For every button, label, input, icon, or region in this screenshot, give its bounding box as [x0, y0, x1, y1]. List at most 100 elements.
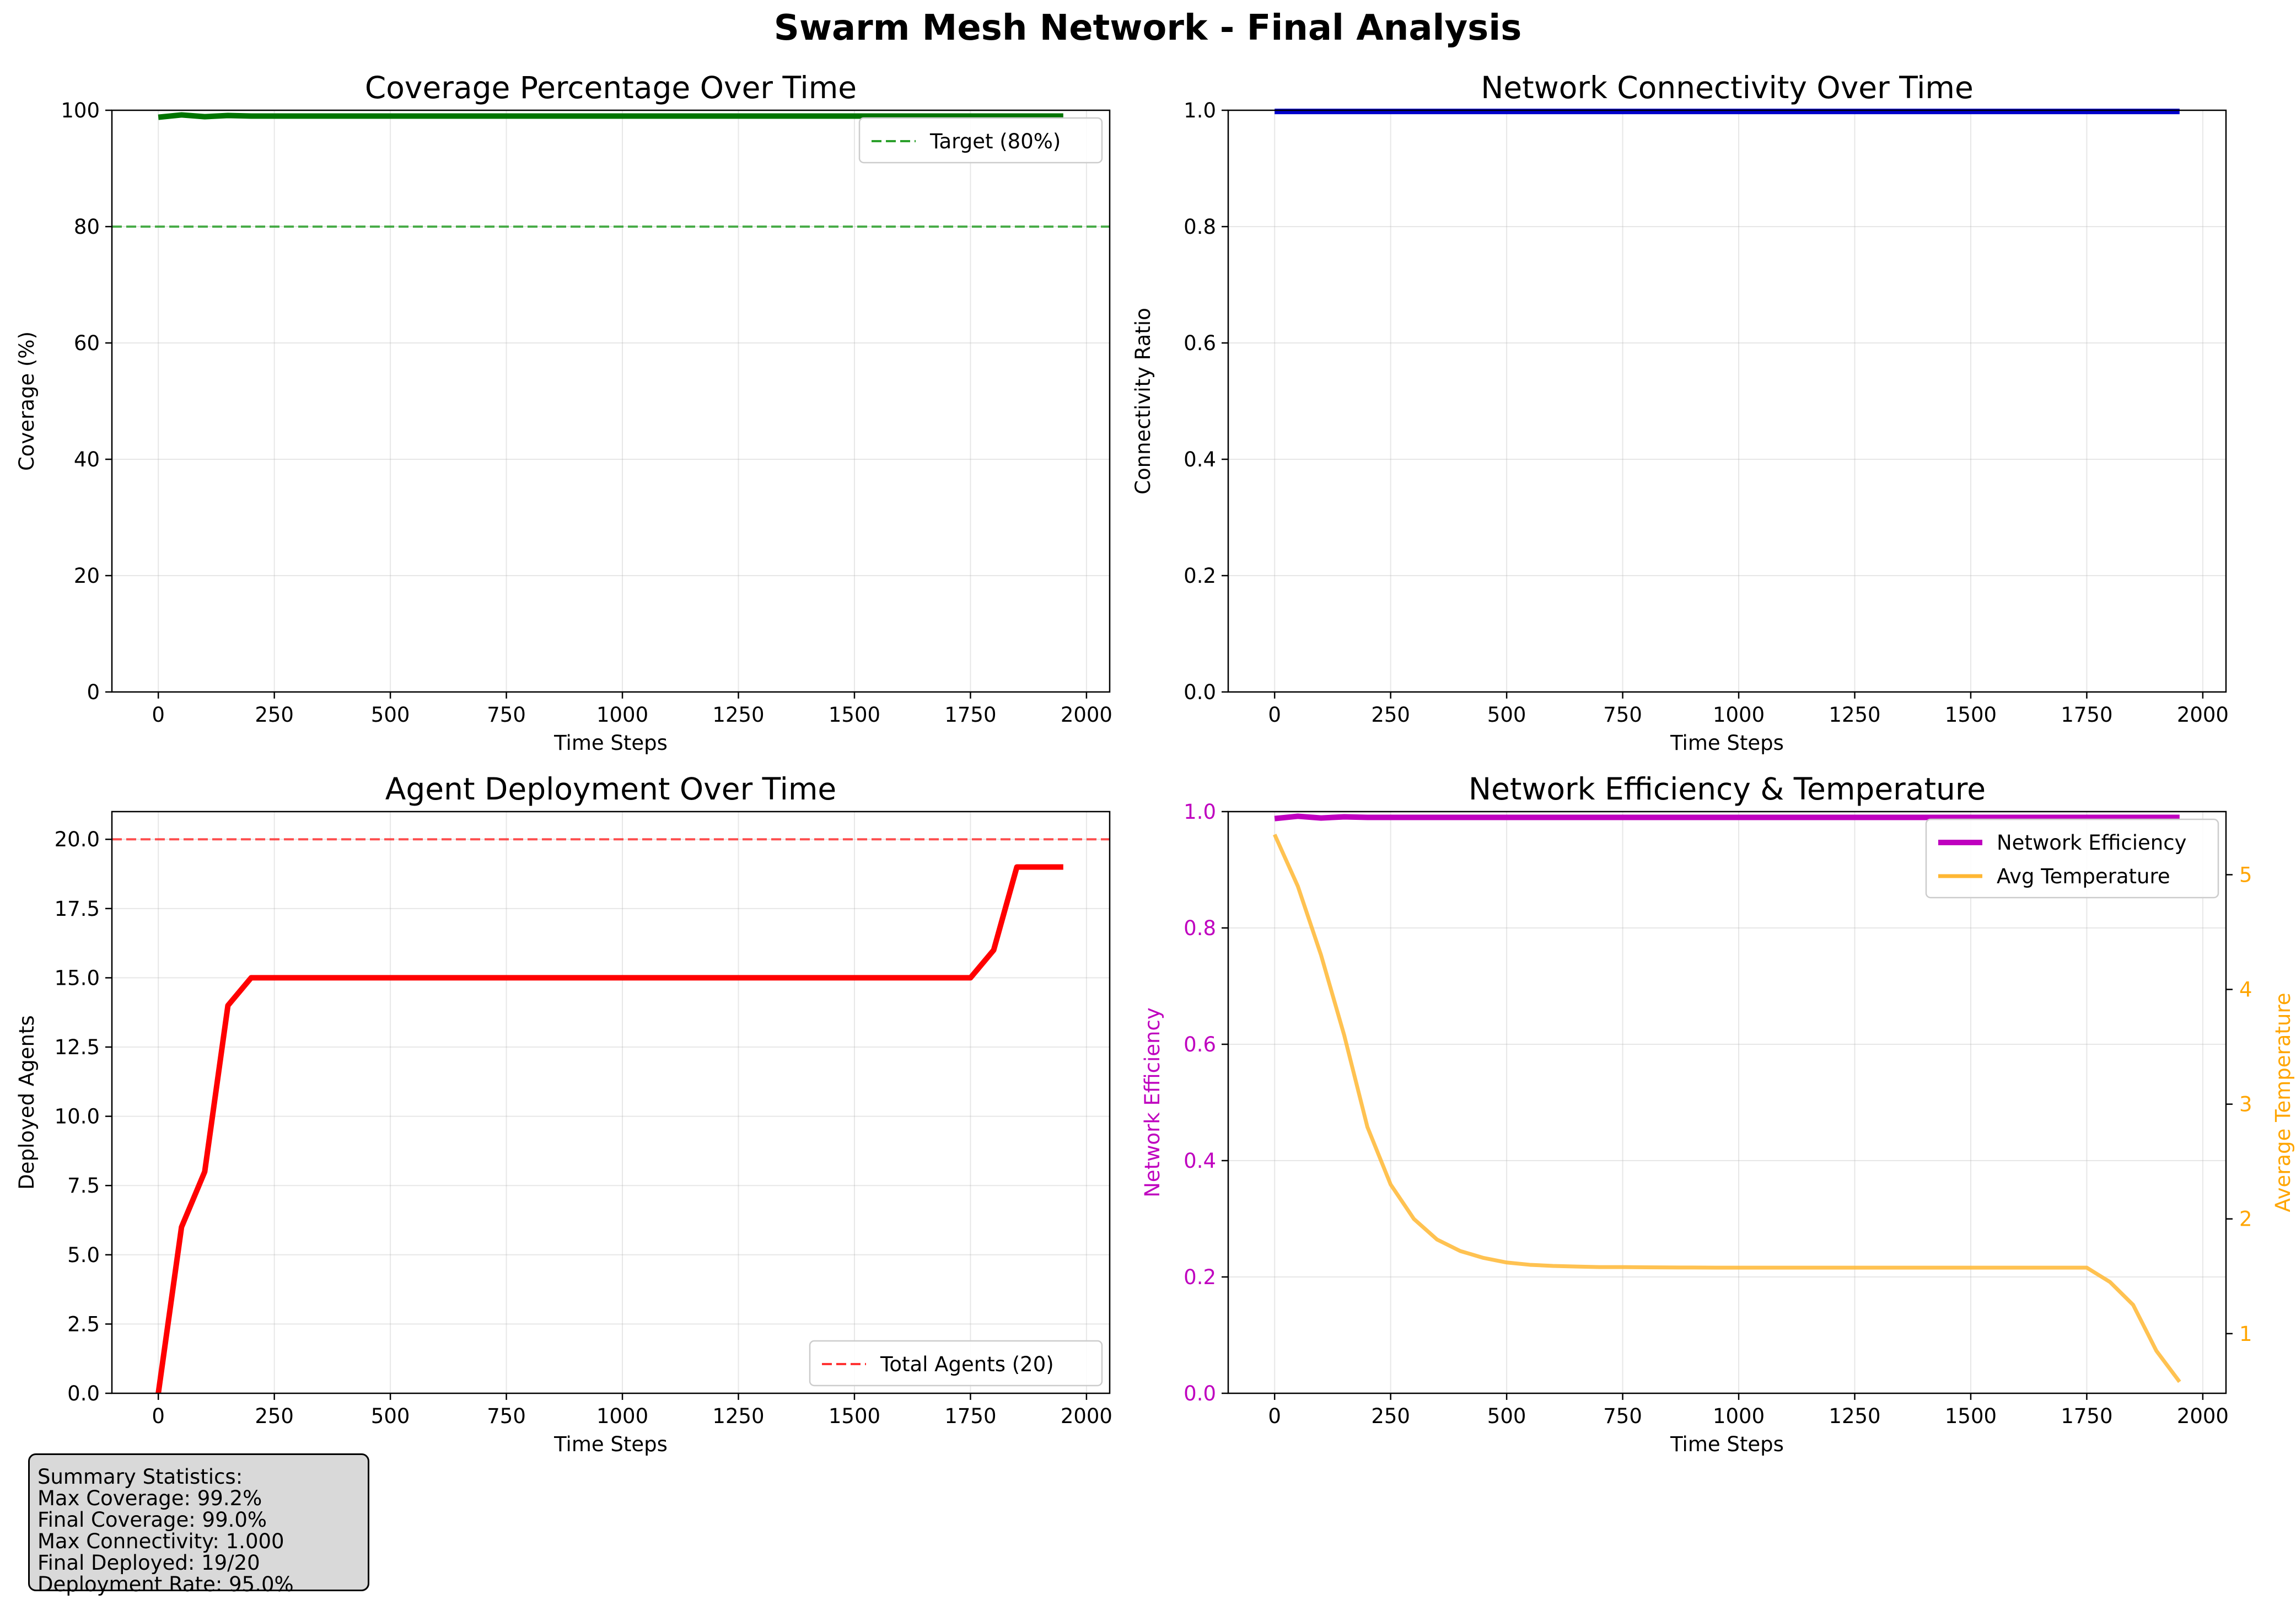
x-tick-label: 0	[1268, 1404, 1281, 1428]
axes-frame	[111, 810, 1111, 1394]
x-tick-label: 2000	[2177, 1404, 2229, 1428]
x-axis-label: Time Steps	[553, 731, 668, 755]
y-tick-label: 1.0	[1184, 99, 1216, 122]
y-right-tick-label: 3	[2239, 1093, 2252, 1117]
x-tick-label: 2000	[2177, 703, 2229, 727]
y-tick-label: 0.4	[1184, 1149, 1216, 1173]
y-right-axis-label: Average Temperature	[2271, 992, 2295, 1212]
x-tick-label: 1500	[829, 1404, 880, 1428]
axes-frame	[1227, 109, 2227, 693]
x-tick-label: 1000	[596, 703, 648, 727]
legend: Network Efficiency Avg Temperature	[1925, 818, 2219, 899]
y-right-tick-label: 5	[2239, 863, 2252, 887]
x-tick-label: 750	[1603, 1404, 1642, 1428]
y-axis-label: Coverage (%)	[15, 331, 39, 471]
x-tick-label: 0	[152, 1404, 165, 1428]
legend-frame	[809, 1340, 1103, 1387]
x-axis-label: Time Steps	[1670, 731, 1784, 755]
y-right-tick-label: 1	[2239, 1322, 2252, 1346]
y-tick-label: 0.0	[1184, 680, 1216, 704]
y-tick-label: 12.5	[55, 1035, 100, 1059]
summary-line: Max Connectivity: 1.000	[37, 1529, 284, 1553]
x-tick-label: 1750	[2061, 1404, 2112, 1428]
x-tick-label: 1000	[1713, 703, 1765, 727]
y-tick-label: 20.0	[55, 828, 100, 851]
y-axis-label: Network Efficiency	[1141, 1007, 1164, 1197]
x-tick-label: 1250	[712, 703, 764, 727]
x-tick-label: 1250	[1829, 1404, 1880, 1428]
y-tick-label: 0.4	[1184, 448, 1216, 471]
legend: Target (80%)	[858, 117, 1103, 164]
x-tick-label: 1000	[1713, 1404, 1765, 1428]
x-tick-label: 250	[1371, 1404, 1410, 1428]
y-tick-label: 10.0	[55, 1105, 100, 1129]
y-tick-label: 0	[87, 680, 100, 704]
x-tick-label: 1750	[944, 703, 996, 727]
x-tick-label: 1250	[1829, 703, 1880, 727]
y-tick-label: 0.0	[1184, 1382, 1216, 1405]
legend-label: Target (80%)	[929, 130, 1061, 153]
subplot: 0 250 500 750 1000 1250 1500 1750 2000 0 20 40 60 80 1…	[15, 70, 1112, 755]
x-tick-label: 250	[1371, 703, 1410, 727]
subplot: 0 250 500 750 1000 1250 1500 1750 2000 0.0 2.5 5.0 7…	[15, 771, 1112, 1456]
y-tick-label: 2.5	[67, 1312, 100, 1336]
x-tick-label: 1750	[944, 1404, 996, 1428]
y-tick-label: 80	[74, 215, 100, 239]
y-tick-label: 0.0	[67, 1382, 100, 1405]
x-tick-label: 500	[371, 703, 410, 727]
y-tick-label: 7.5	[67, 1174, 100, 1198]
y-tick-label: 5.0	[67, 1243, 100, 1267]
subplot-title: Coverage Percentage Over Time	[365, 70, 857, 105]
x-tick-label: 1750	[2061, 703, 2112, 727]
y-axis-label: Connectivity Ratio	[1131, 308, 1155, 495]
x-tick-label: 750	[487, 1404, 526, 1428]
series-line	[155, 864, 1063, 1394]
legend-label: Network Efficiency	[1997, 831, 2186, 855]
subplot: 0 250 500 750 1000 1250 1500 1750 2000 0.0 0.2 0.4 0…	[1141, 771, 2295, 1456]
x-tick-label: 0	[152, 703, 165, 727]
series-line	[1274, 813, 2180, 822]
y-tick-label: 0.2	[1184, 1265, 1216, 1289]
y-tick-label: 0.6	[1184, 331, 1216, 355]
x-tick-label: 750	[487, 703, 526, 727]
y-axis-label: Deployed Agents	[15, 1015, 39, 1189]
summary-statistics-box: Summary Statistics: Max Coverage: 99.2% …	[28, 1453, 369, 1595]
x-tick-label: 750	[1603, 703, 1642, 727]
series-line	[158, 112, 1063, 120]
y-right-tick-label: 4	[2239, 978, 2252, 1002]
x-tick-label: 500	[1487, 703, 1526, 727]
x-tick-label: 250	[255, 703, 294, 727]
x-tick-label: 1500	[1945, 703, 1997, 727]
x-tick-label: 1250	[712, 1404, 764, 1428]
x-tick-label: 2000	[1061, 703, 1112, 727]
x-tick-label: 2000	[1061, 1404, 1112, 1428]
x-tick-label: 1500	[829, 703, 880, 727]
x-tick-label: 1000	[596, 1404, 648, 1428]
subplot: 0 250 500 750 1000 1250 1500 1750 2000 0.0 0.2 0.4 0…	[1131, 70, 2229, 755]
y-tick-label: 40	[74, 448, 100, 471]
summary-line: Deployment Rate: 95.0%	[37, 1572, 294, 1596]
subplot-title: Network Efficiency & Temperature	[1469, 771, 1986, 807]
y-tick-label: 0.6	[1184, 1033, 1216, 1056]
x-tick-label: 500	[371, 1404, 410, 1428]
subplot-title: Network Connectivity Over Time	[1481, 70, 1974, 105]
axes-frame	[111, 109, 1111, 693]
y-tick-label: 0.8	[1184, 215, 1216, 239]
y-tick-label: 0.8	[1184, 916, 1216, 940]
summary-line: Final Deployed: 19/20	[37, 1551, 260, 1575]
legend-frame	[1925, 818, 2219, 899]
legend-label: Total Agents (20)	[880, 1352, 1054, 1376]
axes-frame	[1227, 810, 2227, 1394]
summary-title: Summary Statistics:	[37, 1465, 243, 1489]
x-axis-label: Time Steps	[553, 1432, 668, 1456]
summary-line: Max Coverage: 99.2%	[37, 1486, 262, 1510]
x-tick-label: 0	[1268, 703, 1281, 727]
y-tick-label: 60	[74, 331, 100, 355]
y-tick-label: 0.2	[1184, 564, 1216, 588]
suptitle: Swarm Mesh Network - Final Analysis	[774, 8, 1522, 49]
summary-line: Final Coverage: 99.0%	[37, 1508, 267, 1532]
y-right-tick-label: 2	[2239, 1207, 2252, 1231]
x-tick-label: 250	[255, 1404, 294, 1428]
y-tick-label: 1.0	[1184, 800, 1216, 824]
